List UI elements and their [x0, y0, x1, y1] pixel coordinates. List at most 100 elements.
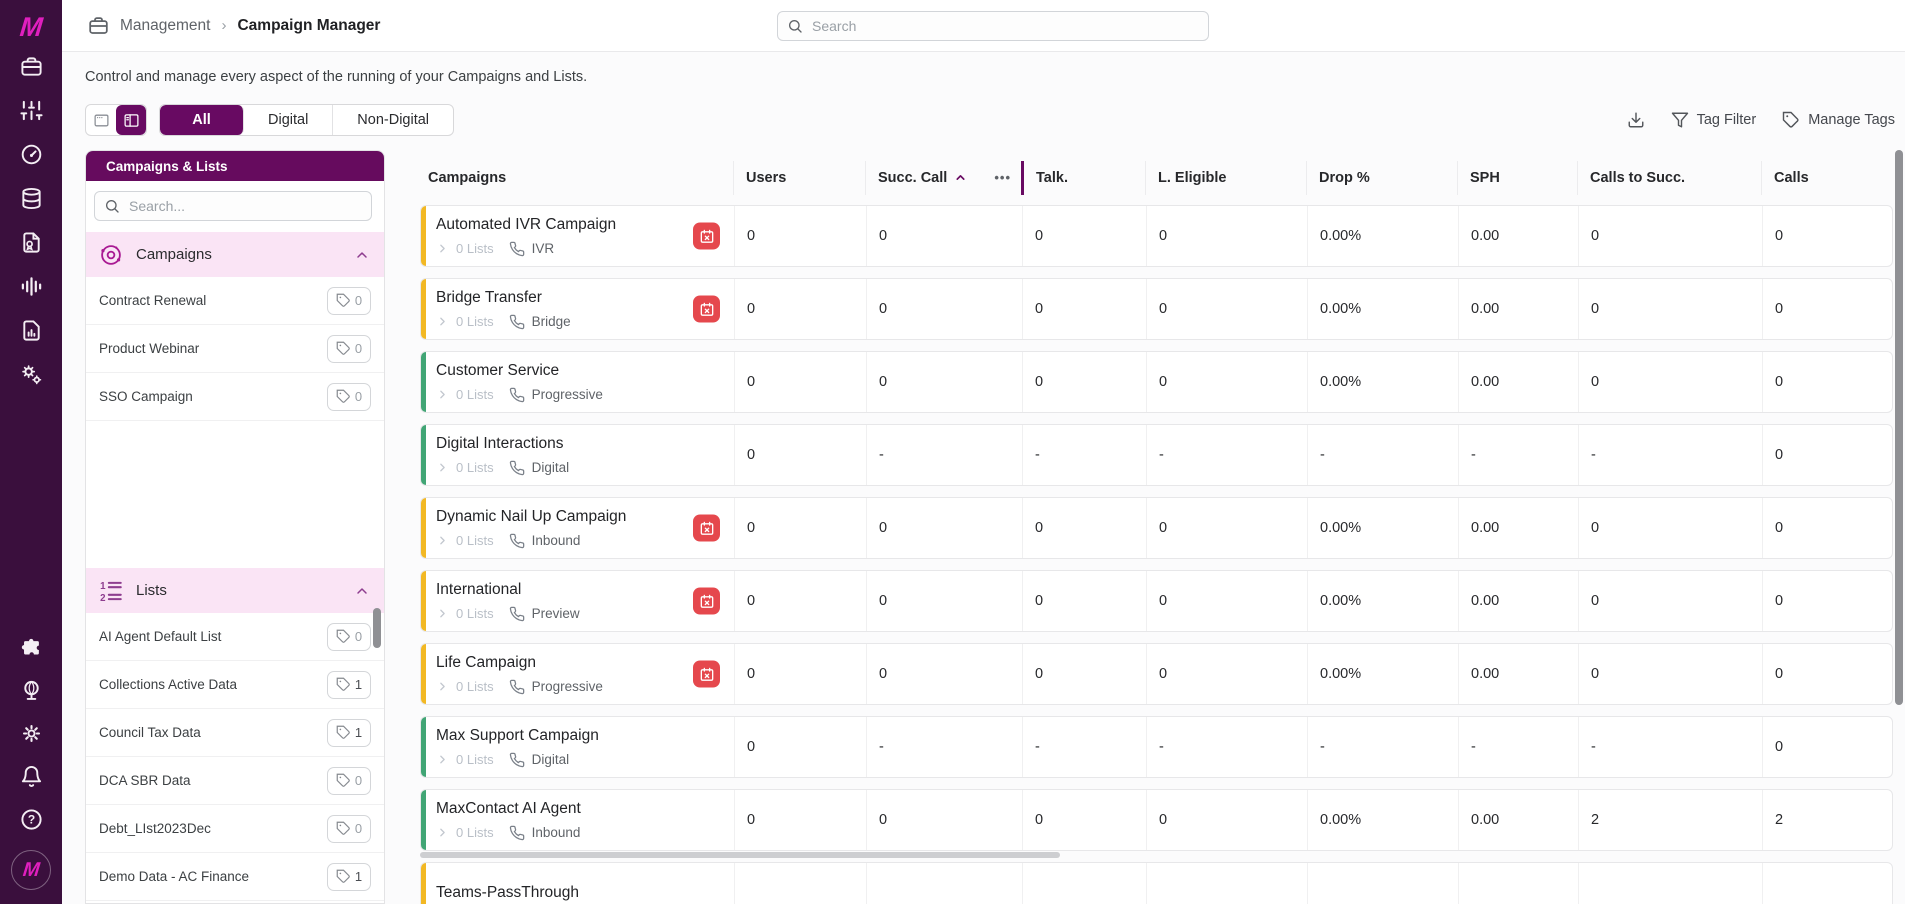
card-view-button[interactable] — [86, 105, 116, 135]
sliders-icon[interactable] — [19, 98, 44, 123]
panel-search-input[interactable] — [94, 191, 372, 221]
campaign-name[interactable]: Bridge Transfer — [436, 288, 542, 306]
expand-chevron-icon[interactable] — [436, 315, 449, 328]
schedule-disabled-button[interactable] — [693, 295, 720, 323]
export-button[interactable] — [1627, 111, 1645, 129]
funnel-icon — [1671, 111, 1689, 129]
list-item[interactable]: Council Tax Data 1 — [86, 709, 384, 757]
campaign-name[interactable]: Max Support Campaign — [436, 726, 599, 744]
toolbox-icon[interactable] — [19, 54, 44, 79]
table-row[interactable]: International 0 Lists Preview 0 0 0 — [420, 570, 1893, 632]
lists-count: 0 Lists — [456, 752, 494, 767]
dashboard-gauge-icon[interactable] — [19, 142, 44, 167]
quality-certificate-icon[interactable] — [19, 230, 44, 255]
tag-count-badge[interactable]: 0 — [327, 622, 371, 651]
notifications-bell-icon[interactable] — [19, 764, 44, 789]
tab-non-digital[interactable]: Non-Digital — [357, 112, 430, 128]
list-item[interactable]: Demo Data - AC Finance 1 — [86, 853, 384, 901]
tag-count-badge[interactable]: 1 — [327, 670, 371, 699]
brand-logo[interactable]: M — [18, 11, 44, 42]
campaign-name[interactable]: Life Campaign — [436, 653, 536, 671]
table-row[interactable]: MaxContact AI Agent 0 Lists Inbound 0 0 … — [420, 789, 1893, 851]
campaign-name[interactable]: International — [436, 580, 522, 598]
help-icon[interactable] — [19, 807, 44, 832]
voice-waveform-icon[interactable] — [19, 274, 44, 299]
tag-filter-button[interactable]: Tag Filter — [1671, 111, 1756, 129]
expand-chevron-icon[interactable] — [436, 534, 449, 547]
panel-scrollbar-thumb[interactable] — [373, 608, 381, 648]
tag-count-badge[interactable]: 0 — [327, 382, 371, 411]
col-header-campaigns[interactable]: Campaigns — [428, 169, 507, 186]
col-header-talk[interactable]: Talk. — [1021, 160, 1145, 195]
expand-chevron-icon[interactable] — [436, 461, 449, 474]
tag-icon — [336, 677, 351, 692]
tab-all[interactable]: All — [160, 105, 244, 135]
expand-chevron-icon[interactable] — [436, 607, 449, 620]
table-row[interactable]: Bridge Transfer 0 Lists Bridge 0 0 0 — [420, 278, 1893, 340]
database-icon[interactable] — [19, 186, 44, 211]
column-menu-button[interactable]: ••• — [994, 170, 1011, 185]
vertical-scrollbar-thumb[interactable] — [1895, 150, 1903, 705]
automation-gears-icon[interactable] — [19, 362, 44, 387]
expand-chevron-icon[interactable] — [436, 242, 449, 255]
col-header-sph[interactable]: SPH — [1457, 160, 1577, 195]
col-header-drop-pct[interactable]: Drop % — [1306, 160, 1457, 195]
campaign-name[interactable]: Digital Interactions — [436, 434, 564, 452]
col-header-users[interactable]: Users — [733, 160, 865, 195]
expand-chevron-icon[interactable] — [436, 680, 449, 693]
lists-section-header[interactable]: Lists — [86, 568, 384, 613]
integrations-puzzle-icon[interactable] — [19, 635, 44, 660]
list-item[interactable]: DCA SBR Data 0 — [86, 757, 384, 805]
campaign-name[interactable]: Dynamic Nail Up Campaign — [436, 507, 627, 525]
horizontal-scrollbar-thumb[interactable] — [420, 852, 1060, 858]
manage-tags-button[interactable]: Manage Tags — [1782, 111, 1895, 129]
schedule-disabled-button[interactable] — [693, 514, 720, 542]
list-item[interactable]: Collections Active Data 1 — [86, 661, 384, 709]
campaign-name[interactable]: Customer Service — [436, 361, 560, 379]
campaign-list-item[interactable]: Contract Renewal 0 — [86, 277, 384, 325]
tag-count-badge[interactable]: 0 — [327, 334, 371, 363]
campaign-name[interactable]: Automated IVR Campaign — [436, 215, 617, 233]
col-header-l-eligible[interactable]: L. Eligible — [1145, 160, 1306, 195]
reports-icon[interactable] — [19, 318, 44, 343]
table-row[interactable]: Life Campaign 0 Lists Progressive 0 0 0 — [420, 643, 1893, 705]
breadcrumb-section[interactable]: Management — [120, 16, 211, 34]
schedule-disabled-button[interactable] — [693, 222, 720, 250]
expand-chevron-icon[interactable] — [436, 388, 449, 401]
table-row[interactable]: Digital Interactions 0 Lists Digital 0 -… — [420, 424, 1893, 486]
table-row[interactable]: Teams-PassThrough — [420, 862, 1893, 904]
split-view-button[interactable] — [116, 105, 146, 135]
campaign-name[interactable]: Teams-PassThrough — [436, 884, 580, 901]
schedule-disabled-button[interactable] — [693, 660, 720, 688]
chevron-up-icon[interactable] — [354, 583, 370, 599]
col-header-calls[interactable]: Calls — [1761, 160, 1893, 195]
tag-count-badge[interactable]: 0 — [327, 286, 371, 315]
tag-count-badge[interactable]: 1 — [327, 718, 371, 747]
list-item[interactable]: AI Agent Default List 0 — [86, 613, 384, 661]
download-icon — [1627, 111, 1645, 129]
col-header-calls-to-succ[interactable]: Calls to Succ. — [1577, 160, 1761, 195]
expand-chevron-icon[interactable] — [436, 826, 449, 839]
tag-count-badge[interactable]: 0 — [327, 814, 371, 843]
tag-count-badge[interactable]: 0 — [327, 766, 371, 795]
table-row[interactable]: Customer Service 0 Lists Progressive 0 0… — [420, 351, 1893, 413]
campaign-list-item[interactable]: SSO Campaign 0 — [86, 373, 384, 421]
table-row[interactable]: Max Support Campaign 0 Lists Digital 0 -… — [420, 716, 1893, 778]
tag-count-badge[interactable]: 1 — [327, 862, 371, 891]
settings-gear-icon[interactable] — [19, 721, 44, 746]
table-row[interactable]: Automated IVR Campaign 0 Lists IVR 0 0 0 — [420, 205, 1893, 267]
search-icon — [104, 198, 120, 214]
col-header-succ-call[interactable]: Succ. Call ••• — [865, 160, 1021, 195]
campaign-list-item[interactable]: Product Webinar 0 — [86, 325, 384, 373]
chevron-up-icon[interactable] — [354, 247, 370, 263]
list-item[interactable]: Debt_LIst2023Dec 0 — [86, 805, 384, 853]
table-row[interactable]: Dynamic Nail Up Campaign 0 Lists Inbound… — [420, 497, 1893, 559]
global-search-input[interactable] — [777, 11, 1209, 41]
globe-icon[interactable] — [19, 678, 44, 703]
campaigns-section-header[interactable]: Campaigns — [86, 232, 384, 277]
expand-chevron-icon[interactable] — [436, 753, 449, 766]
schedule-disabled-button[interactable] — [693, 587, 720, 615]
user-avatar[interactable]: M — [11, 850, 51, 890]
campaign-name[interactable]: MaxContact AI Agent — [436, 799, 581, 817]
tab-digital[interactable]: Digital — [244, 105, 334, 135]
